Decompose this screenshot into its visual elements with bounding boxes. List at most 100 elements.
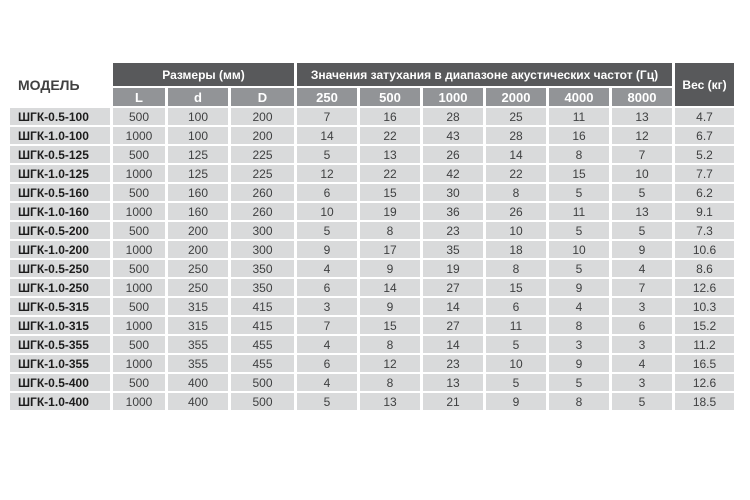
table-row: ШГК-0.5-315 500 315 415 3 9 14 6 4 3 10.3 xyxy=(10,298,734,315)
column-header-500hz: 500 xyxy=(360,88,420,106)
dimension-D-cell: 260 xyxy=(231,203,294,220)
dimension-L-cell: 1000 xyxy=(113,127,165,144)
weight-cell: 12.6 xyxy=(675,374,734,391)
attenuation-4000-cell: 10 xyxy=(549,241,609,258)
attenuation-1000-cell: 14 xyxy=(423,298,483,315)
dimension-d-cell: 250 xyxy=(168,279,228,296)
dimension-d-cell: 125 xyxy=(168,146,228,163)
attenuation-250-cell: 9 xyxy=(297,241,357,258)
attenuation-2000-cell: 5 xyxy=(486,336,546,353)
attenuation-8000-cell: 13 xyxy=(612,108,672,125)
column-header-d: d xyxy=(168,88,228,106)
weight-cell: 7.3 xyxy=(675,222,734,239)
column-header-L: L xyxy=(113,88,165,106)
model-cell: ШГК-0.5-100 xyxy=(10,108,110,125)
attenuation-8000-cell: 12 xyxy=(612,127,672,144)
table-header: МОДЕЛЬ Размеры (мм) Значения затухания в… xyxy=(10,63,734,106)
dimension-L-cell: 1000 xyxy=(113,393,165,410)
table-row: ШГК-0.5-250 500 250 350 4 9 19 8 5 4 8.6 xyxy=(10,260,734,277)
attenuation-8000-cell: 7 xyxy=(612,279,672,296)
column-header-250hz: 250 xyxy=(297,88,357,106)
attenuation-table-container: МОДЕЛЬ Размеры (мм) Значения затухания в… xyxy=(7,61,737,412)
attenuation-8000-cell: 7 xyxy=(612,146,672,163)
table-row: ШГК-1.0-200 1000 200 300 9 17 35 18 10 9 10.6 xyxy=(10,241,734,258)
attenuation-250-cell: 7 xyxy=(297,108,357,125)
attenuation-2000-cell: 8 xyxy=(486,184,546,201)
attenuation-4000-cell: 8 xyxy=(549,317,609,334)
model-cell: ШГК-0.5-125 xyxy=(10,146,110,163)
weight-cell: 11.2 xyxy=(675,336,734,353)
table-row: ШГК-0.5-400 500 400 500 4 8 13 5 5 3 12.6 xyxy=(10,374,734,391)
group-header-row: МОДЕЛЬ Размеры (мм) Значения затухания в… xyxy=(10,63,734,106)
attenuation-1000-cell: 43 xyxy=(423,127,483,144)
attenuation-500-cell: 8 xyxy=(360,222,420,239)
attenuation-4000-cell: 3 xyxy=(549,336,609,353)
attenuation-2000-cell: 5 xyxy=(486,374,546,391)
column-header-1000hz: 1000 xyxy=(423,88,483,106)
dimension-D-cell: 500 xyxy=(231,374,294,391)
dimension-L-cell: 500 xyxy=(113,336,165,353)
column-header-D: D xyxy=(231,88,294,106)
dimension-D-cell: 225 xyxy=(231,146,294,163)
weight-cell: 7.7 xyxy=(675,165,734,182)
attenuation-8000-cell: 13 xyxy=(612,203,672,220)
attenuation-2000-cell: 11 xyxy=(486,317,546,334)
dimension-d-cell: 355 xyxy=(168,355,228,372)
attenuation-1000-cell: 30 xyxy=(423,184,483,201)
dimension-L-cell: 500 xyxy=(113,260,165,277)
attenuation-500-cell: 9 xyxy=(360,298,420,315)
attenuation-2000-cell: 28 xyxy=(486,127,546,144)
attenuation-1000-cell: 28 xyxy=(423,108,483,125)
attenuation-250-cell: 6 xyxy=(297,279,357,296)
attenuation-1000-cell: 13 xyxy=(423,374,483,391)
attenuation-250-cell: 5 xyxy=(297,222,357,239)
attenuation-4000-cell: 11 xyxy=(549,203,609,220)
weight-cell: 12.6 xyxy=(675,279,734,296)
weight-cell: 9.1 xyxy=(675,203,734,220)
attenuation-8000-cell: 10 xyxy=(612,165,672,182)
table-body: ШГК-0.5-100 500 100 200 7 16 28 25 11 13 4.7 ШГК-1.… xyxy=(10,108,734,410)
attenuation-4000-cell: 9 xyxy=(549,355,609,372)
attenuation-2000-cell: 14 xyxy=(486,146,546,163)
table-row: ШГК-1.0-400 1000 400 500 5 13 21 9 8 5 18.5 xyxy=(10,393,734,410)
dimension-d-cell: 100 xyxy=(168,108,228,125)
dimension-D-cell: 350 xyxy=(231,279,294,296)
attenuation-4000-cell: 5 xyxy=(549,222,609,239)
attenuation-2000-cell: 10 xyxy=(486,222,546,239)
dimension-L-cell: 500 xyxy=(113,108,165,125)
table-row: ШГК-1.0-125 1000 125 225 12 22 42 22 15 10 7.7 xyxy=(10,165,734,182)
attenuation-500-cell: 13 xyxy=(360,146,420,163)
model-cell: ШГК-0.5-315 xyxy=(10,298,110,315)
table-row: ШГК-0.5-355 500 355 455 4 8 14 5 3 3 11.2 xyxy=(10,336,734,353)
column-header-model: МОДЕЛЬ xyxy=(10,63,110,106)
attenuation-8000-cell: 4 xyxy=(612,260,672,277)
table-row: ШГК-1.0-100 1000 100 200 14 22 43 28 16 12 6.7 xyxy=(10,127,734,144)
attenuation-250-cell: 10 xyxy=(297,203,357,220)
model-cell: ШГК-1.0-315 xyxy=(10,317,110,334)
attenuation-250-cell: 5 xyxy=(297,393,357,410)
model-cell: ШГК-1.0-100 xyxy=(10,127,110,144)
dimension-D-cell: 300 xyxy=(231,241,294,258)
model-cell: ШГК-0.5-200 xyxy=(10,222,110,239)
attenuation-500-cell: 9 xyxy=(360,260,420,277)
dimension-L-cell: 1000 xyxy=(113,241,165,258)
dimension-L-cell: 1000 xyxy=(113,317,165,334)
dimension-d-cell: 355 xyxy=(168,336,228,353)
dimension-D-cell: 200 xyxy=(231,127,294,144)
dimension-D-cell: 200 xyxy=(231,108,294,125)
attenuation-250-cell: 4 xyxy=(297,260,357,277)
dimension-L-cell: 500 xyxy=(113,184,165,201)
attenuation-250-cell: 5 xyxy=(297,146,357,163)
model-cell: ШГК-1.0-200 xyxy=(10,241,110,258)
attenuation-1000-cell: 27 xyxy=(423,317,483,334)
model-cell: ШГК-1.0-160 xyxy=(10,203,110,220)
column-header-2000hz: 2000 xyxy=(486,88,546,106)
attenuation-8000-cell: 5 xyxy=(612,184,672,201)
attenuation-2000-cell: 18 xyxy=(486,241,546,258)
weight-cell: 8.6 xyxy=(675,260,734,277)
table-row: ШГК-1.0-160 1000 160 260 10 19 36 26 11 13 9.1 xyxy=(10,203,734,220)
weight-cell: 10.6 xyxy=(675,241,734,258)
model-cell: ШГК-0.5-400 xyxy=(10,374,110,391)
attenuation-1000-cell: 26 xyxy=(423,146,483,163)
attenuation-500-cell: 17 xyxy=(360,241,420,258)
